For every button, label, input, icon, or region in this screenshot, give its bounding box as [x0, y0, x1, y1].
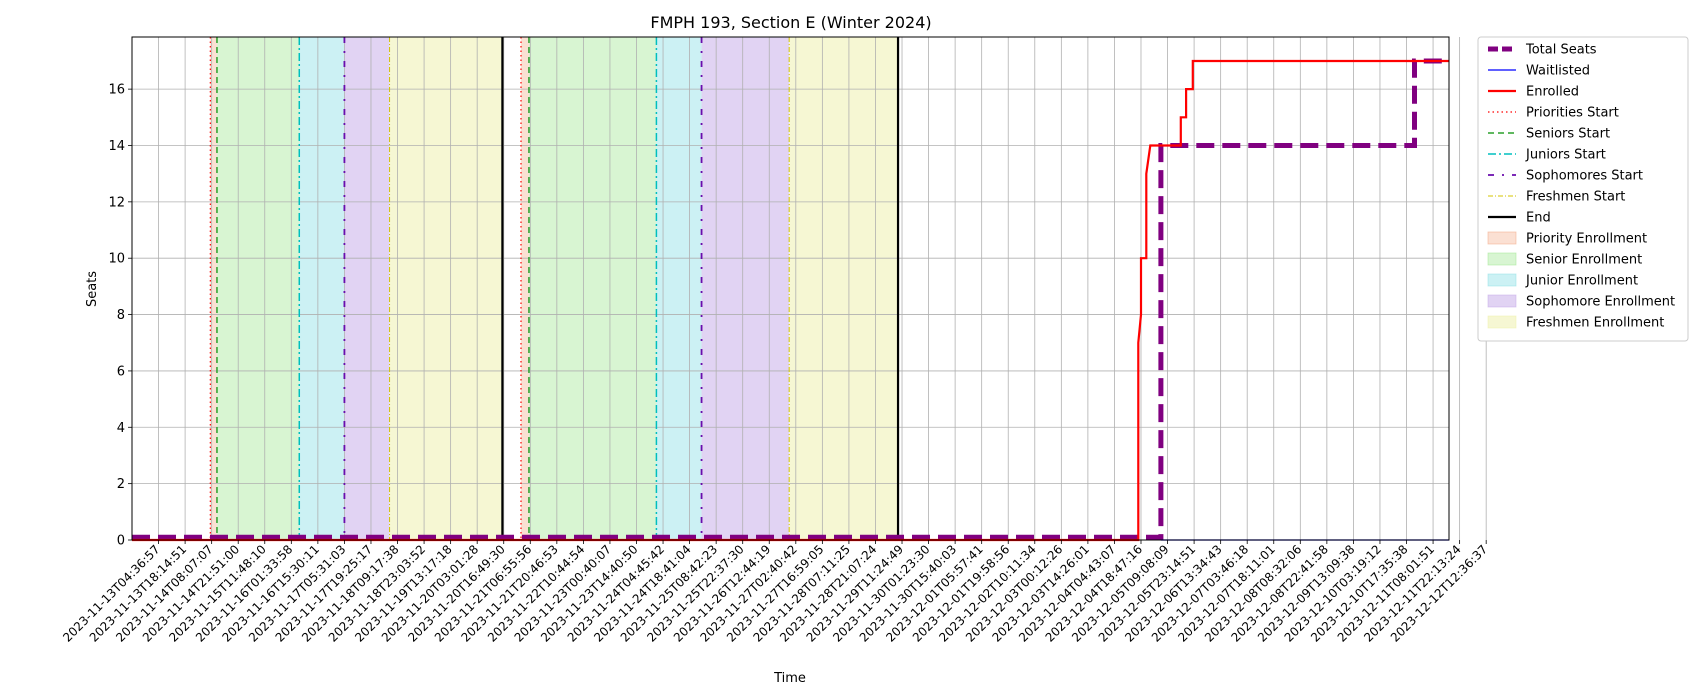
y-tick-label: 8 [117, 308, 125, 323]
senior-enrollment-legend-swatch [1487, 252, 1517, 266]
plot-frame [131, 36, 1450, 541]
sophomores-start-legend-label: Sophomores Start [1526, 169, 1643, 184]
shading-layer [210, 37, 899, 540]
sophomore-enrollment-legend-swatch [1487, 294, 1517, 308]
sophomore-enrollment-band-0 [344, 37, 390, 540]
x-axis: 2023-11-13T04:36:572023-11-13T18:14:5120… [60, 540, 1490, 645]
y-tick-label: 16 [108, 83, 125, 98]
junior-enrollment-legend-label: Junior Enrollment [1525, 274, 1638, 289]
senior-enrollment-legend-label: Senior Enrollment [1526, 253, 1642, 268]
y-tick-label: 0 [117, 534, 125, 549]
y-tick-label: 2 [117, 477, 125, 492]
sophomore-enrollment-legend-label: Sophomore Enrollment [1526, 295, 1675, 310]
freshmen-enrollment-band-0 [389, 37, 503, 540]
enrolled-legend-label: Enrolled [1526, 85, 1579, 100]
y-tick-label: 12 [108, 195, 125, 210]
legend: Total Seats Waitlisted Enrolled Priorities … [1477, 36, 1689, 342]
freshmen-start-legend-label: Freshmen Start [1526, 190, 1625, 205]
priority-enrollment-band-0 [210, 37, 217, 540]
juniors-start-legend-label: Juniors Start [1525, 148, 1606, 163]
freshmen-enrollment-band-1 [789, 37, 899, 540]
total-seats-series [132, 58, 1449, 540]
legend-box [1477, 36, 1689, 342]
senior-enrollment-band-0 [216, 37, 300, 540]
junior-enrollment-legend-swatch [1487, 273, 1517, 287]
y-tick-label: 10 [108, 252, 125, 267]
freshmen-enrollment-legend-swatch [1487, 315, 1517, 329]
junior-enrollment-band-1 [656, 37, 702, 540]
chart-title: FMPH 193, Section E (Winter 2024) [650, 13, 931, 32]
y-axis: 0 2 4 6 8 10 12 14 16 [108, 83, 132, 549]
y-tick-label: 6 [117, 364, 125, 379]
senior-enrollment-band-1 [528, 37, 657, 540]
y-axis-label: Seats [85, 271, 100, 307]
x-axis-label: Time [773, 671, 806, 686]
waitlisted-legend-label: Waitlisted [1526, 64, 1590, 79]
total-seats-legend-label: Total Seats [1525, 43, 1597, 58]
enrolled-series [132, 59, 1449, 542]
priority-enrollment-band-1 [520, 37, 529, 540]
end-legend-label: End [1526, 211, 1551, 226]
grid-layer [132, 37, 1487, 541]
priority-enrollment-legend-swatch [1487, 231, 1517, 245]
junior-enrollment-band-0 [299, 37, 345, 540]
sophomore-enrollment-band-1 [701, 37, 790, 540]
priority-enrollment-legend-label: Priority Enrollment [1526, 232, 1647, 247]
seniors-start-legend-label: Seniors Start [1526, 127, 1610, 142]
freshmen-enrollment-legend-label: Freshmen Enrollment [1526, 316, 1664, 331]
event-lines-layer [209, 37, 900, 540]
priorities-start-legend-label: Priorities Start [1526, 106, 1619, 121]
y-tick-label: 4 [117, 421, 125, 436]
y-tick-label: 14 [108, 139, 125, 154]
